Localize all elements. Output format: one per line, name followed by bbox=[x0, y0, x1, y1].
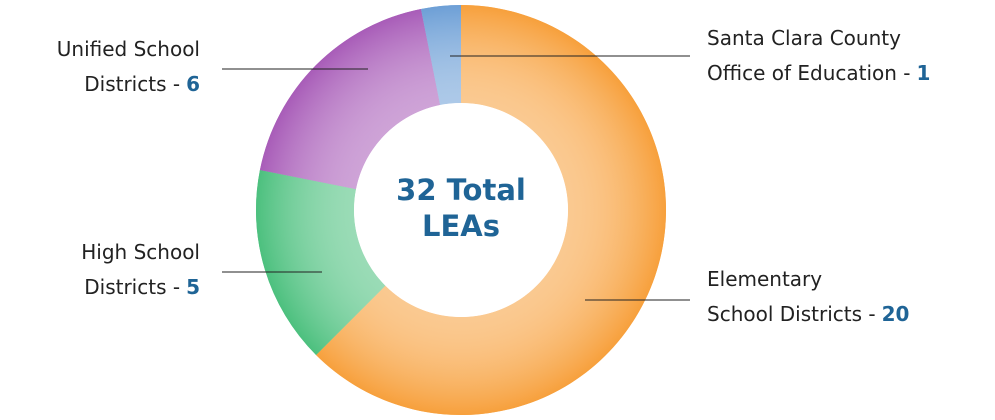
donut-slice-shade bbox=[256, 170, 386, 355]
category-name: Unified School Districts - bbox=[56, 37, 200, 96]
category-name: Santa Clara County Office of Education - bbox=[707, 26, 911, 85]
donut-slice-shade bbox=[421, 5, 461, 106]
donut-hole bbox=[354, 103, 568, 317]
donut-slice-shade bbox=[316, 5, 667, 415]
value-label: 6 bbox=[186, 72, 200, 96]
value-label: 1 bbox=[916, 61, 931, 85]
value-label: 20 bbox=[881, 302, 910, 326]
slice-label: Elementary School Districts -20 bbox=[707, 262, 909, 332]
slice-label: Unified School Districts -6 bbox=[57, 32, 200, 102]
category-name: Elementary School Districts - bbox=[707, 267, 876, 326]
donut-slice-shade bbox=[259, 8, 441, 190]
category-name: High School Districts - bbox=[81, 240, 200, 299]
slice-label: Santa Clara County Office of Education -… bbox=[707, 21, 930, 91]
center-label: 32 Total LEAs bbox=[396, 173, 526, 243]
slice-label: High School Districts -5 bbox=[81, 235, 200, 305]
value-label: 5 bbox=[186, 275, 200, 299]
